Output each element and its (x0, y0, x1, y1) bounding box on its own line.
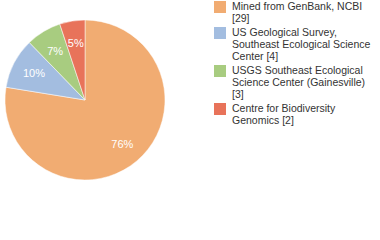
svg-text:5%: 5% (68, 37, 84, 49)
html-text:Centre for Biodiversity Genomi: Centre for Biodiversity Genomics [2] (232, 102, 336, 126)
html-text:USGS Southeast Ecological Scie: USGS Southeast Ecological Science Center… (232, 64, 366, 100)
svg-text:76%: 76% (111, 138, 133, 150)
svg-text:10%: 10% (23, 67, 45, 79)
html-text:Mined from GenBank, NCBI [29]: Mined from GenBank, NCBI [29] (232, 0, 363, 24)
html-text:US Geological Survey, Southeas: US Geological Survey, Southeast Ecologic… (232, 26, 371, 62)
svg-text:7%: 7% (47, 45, 63, 57)
